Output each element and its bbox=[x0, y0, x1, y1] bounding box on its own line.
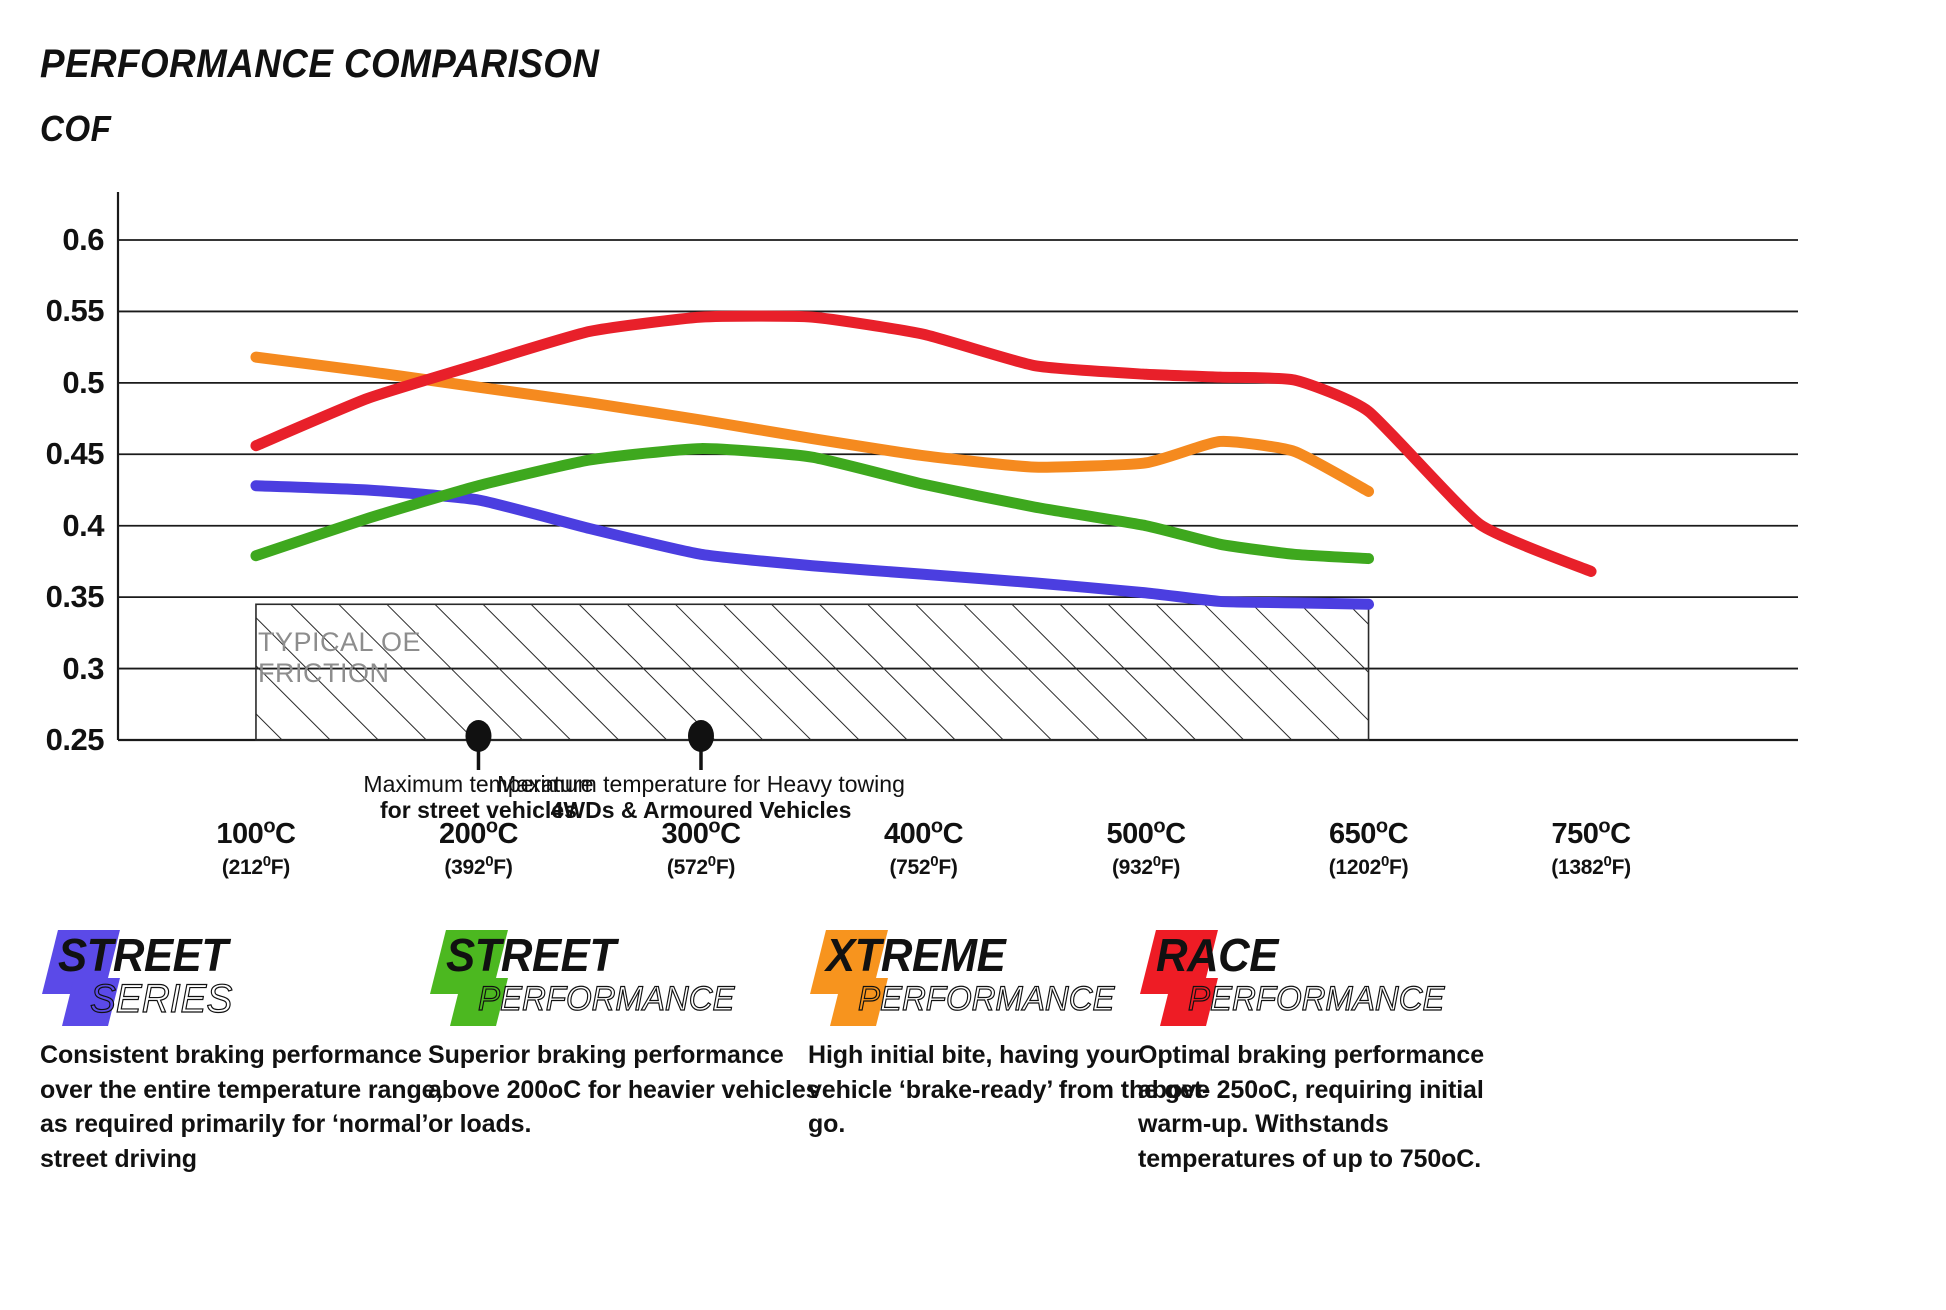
x-tick-650c: 650oC (12020F) bbox=[1328, 815, 1409, 880]
x-tick-400c: 400oC (7520F) bbox=[883, 815, 964, 880]
x-tick-fahrenheit: (9320F) bbox=[1111, 853, 1181, 879]
series-line-race-performance bbox=[250, 310, 1597, 577]
y-tick-0-35: 0.35 bbox=[45, 579, 105, 615]
y-tick-0-25: 0.25 bbox=[45, 722, 105, 757]
x-tick-celsius: 500oC bbox=[1106, 815, 1186, 850]
logo-word-secondary: PERFORMANCE bbox=[857, 979, 1115, 1018]
x-tick-celsius: 750oC bbox=[1551, 815, 1632, 850]
x-tick-fahrenheit: (3920F) bbox=[444, 853, 513, 879]
logo-word-secondary: PERFORMANCE bbox=[1187, 979, 1445, 1018]
brand-logo: STREET PERFORMANCE bbox=[428, 920, 848, 1030]
x-tick-fahrenheit: (7520F) bbox=[889, 853, 958, 879]
legend-description: Optimal braking performance above 250oC,… bbox=[1138, 1041, 1484, 1173]
logo-word-secondary: PERFORMANCE bbox=[477, 979, 735, 1018]
x-tick-celsius: 650oC bbox=[1329, 815, 1409, 850]
brand-logo: STREET SERIES bbox=[40, 920, 460, 1030]
logo-word-primary: STREET bbox=[446, 929, 616, 981]
x-tick-fahrenheit: (13820F) bbox=[1551, 853, 1631, 879]
y-axis-title: COF bbox=[40, 108, 112, 149]
logo-word-secondary: SERIES bbox=[89, 976, 233, 1021]
x-tick-celsius: 100oC bbox=[216, 815, 296, 850]
marker-max-temp-street bbox=[465, 720, 492, 752]
y-tick-0-55: 0.55 bbox=[45, 293, 105, 329]
callout-line2: for street vehicles bbox=[380, 796, 577, 823]
x-tick-fahrenheit: (12020F) bbox=[1328, 853, 1409, 879]
typical-oe-friction-band bbox=[255, 603, 1370, 741]
y-axis-tick-labels: 0.6 0.55 0.5 0.45 0.4 0.35 0.3 0.25 bbox=[0, 222, 105, 757]
logo-word-primary: RACE bbox=[1156, 929, 1278, 981]
typical-oe-friction-label: TYPICAL OE FRICTION bbox=[258, 627, 421, 689]
series-line-street-series bbox=[250, 480, 1375, 610]
x-axis-tick-labels: 100oC (2120F) 200oC (3920F) 300oC (5720F) 400o… bbox=[0, 815, 1946, 918]
legend-description: High initial bite, having your vehicle ‘… bbox=[808, 1041, 1211, 1138]
legend-item-street-performance: STREET PERFORMANCE Superior braking perfor… bbox=[428, 920, 878, 1142]
legend-item-street-series: STREET SERIES Consistent braking performan… bbox=[40, 920, 490, 1176]
callout-line1: Maximum temperature for Heavy towing bbox=[497, 771, 905, 797]
series-lines bbox=[250, 310, 1597, 610]
legend-description: Consistent braking performance over the … bbox=[40, 1041, 443, 1173]
legend-item-race-performance: RACE PERFORMANCE Optimal braking performan… bbox=[1138, 920, 1588, 1176]
logo-word-primary: STREET bbox=[58, 929, 228, 981]
brand-logo: XTREME PERFORMANCE bbox=[808, 920, 1228, 1030]
callout-max-temp-heavy-towing: Maximum temperature for Heavy towing 4WDs… bbox=[497, 771, 905, 824]
callout-max-temp-street: Maximum temperature for street vehicles bbox=[363, 771, 594, 824]
callout-line1: Maximum temperature bbox=[363, 771, 594, 797]
x-tick-100c: 100oC (2120F) bbox=[216, 815, 296, 880]
oe-label-line1: TYPICAL OE bbox=[258, 627, 422, 657]
plot-area bbox=[116, 192, 1798, 770]
legend: STREET SERIES Consistent braking performan… bbox=[0, 920, 1946, 1280]
x-tick-300c: 300oC (5720F) bbox=[661, 815, 741, 880]
legend-item-xtreme-performance: XTREME PERFORMANCE High initial bite, havi… bbox=[808, 920, 1258, 1142]
page-title: PERFORMANCE COMPARISON bbox=[40, 42, 600, 86]
y-tick-0-5: 0.5 bbox=[62, 364, 104, 400]
brand-logo: RACE PERFORMANCE bbox=[1138, 920, 1558, 1030]
legend-description: Superior braking performance above 200oC… bbox=[428, 1041, 820, 1138]
series-line-xtreme-performance bbox=[250, 351, 1375, 497]
marker-max-temp-heavy-towing bbox=[687, 720, 714, 752]
x-tick-celsius: 300oC bbox=[661, 815, 741, 850]
x-tick-200c: 200oC (3920F) bbox=[438, 815, 519, 880]
y-tick-0-6: 0.6 bbox=[62, 222, 104, 257]
y-tick-0-3: 0.3 bbox=[62, 650, 104, 686]
callout-line2: 4WDs & Armoured Vehicles bbox=[550, 796, 852, 823]
y-tick-0-4: 0.4 bbox=[62, 507, 104, 543]
logo-word-primary: XTREME bbox=[826, 929, 1006, 981]
series-line-street-performance bbox=[250, 443, 1375, 565]
axis-markers bbox=[465, 720, 714, 770]
x-tick-500c: 500oC (9320F) bbox=[1106, 815, 1186, 880]
oe-label-line2: FRICTION bbox=[258, 658, 390, 689]
x-tick-750c: 750oC (13820F) bbox=[1551, 815, 1632, 880]
x-tick-fahrenheit: (2120F) bbox=[221, 853, 291, 879]
chart-svg bbox=[116, 192, 1798, 770]
x-tick-celsius: 200oC bbox=[438, 815, 519, 850]
x-tick-celsius: 400oC bbox=[883, 815, 964, 850]
y-tick-0-45: 0.45 bbox=[45, 436, 105, 472]
x-tick-fahrenheit: (5720F) bbox=[666, 853, 736, 879]
